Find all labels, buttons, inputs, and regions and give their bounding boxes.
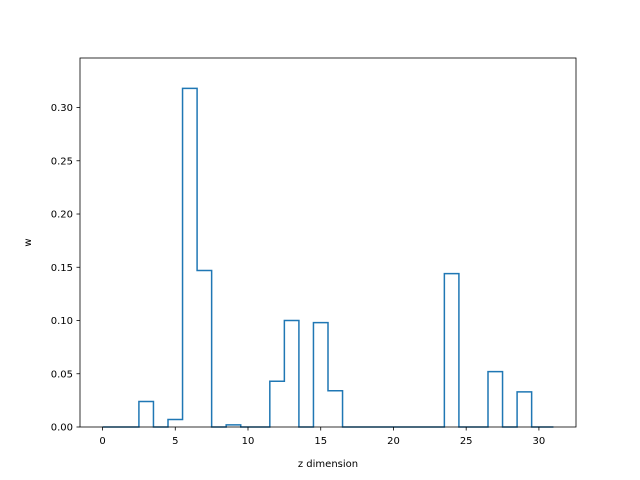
x-tick-label: 5 <box>172 436 178 447</box>
x-axis-label: z dimension <box>298 459 358 470</box>
y-tick-label: 0.15 <box>51 263 73 274</box>
x-tick-label: 30 <box>533 436 546 447</box>
y-tick-label: 0.20 <box>51 210 73 221</box>
y-axis-label: w <box>23 238 34 246</box>
y-tick-label: 0.30 <box>51 103 73 114</box>
x-tick-label: 25 <box>460 436 473 447</box>
x-tick-label: 10 <box>242 436 255 447</box>
y-axis-ticks: 0.00 0.05 0.10 0.15 0.20 0.25 0.30 <box>51 103 80 434</box>
axes-frame <box>79 57 577 428</box>
x-tick-label: 20 <box>387 436 400 447</box>
x-tick-label: 15 <box>314 436 327 447</box>
x-axis-ticks: 0 5 10 15 20 25 30 <box>99 427 545 447</box>
y-tick-label: 0.05 <box>51 369 73 380</box>
x-tick-label: 0 <box>99 436 105 447</box>
y-tick-label: 0.25 <box>51 156 73 167</box>
y-tick-label: 0.10 <box>51 316 73 327</box>
y-tick-label: 0.00 <box>51 423 73 434</box>
